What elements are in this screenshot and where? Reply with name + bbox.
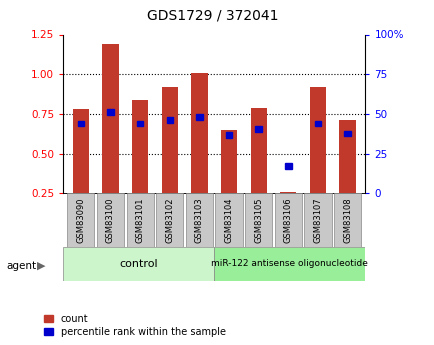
Text: GSM83101: GSM83101: [135, 197, 145, 243]
FancyBboxPatch shape: [63, 247, 214, 281]
Bar: [339, 120, 355, 193]
Bar: [314, 121, 320, 126]
Bar: [191, 73, 207, 193]
Text: miR-122 antisense oligonucleotide: miR-122 antisense oligonucleotide: [211, 259, 368, 268]
Text: GSM83103: GSM83103: [194, 197, 204, 243]
Legend: count, percentile rank within the sample: count, percentile rank within the sample: [44, 314, 225, 337]
FancyBboxPatch shape: [214, 247, 365, 281]
Text: GSM83108: GSM83108: [342, 197, 351, 243]
FancyBboxPatch shape: [126, 193, 154, 247]
Bar: [250, 108, 266, 193]
FancyBboxPatch shape: [333, 193, 360, 247]
FancyBboxPatch shape: [304, 193, 331, 247]
Text: GSM83100: GSM83100: [106, 197, 115, 243]
Bar: [132, 100, 148, 193]
FancyBboxPatch shape: [215, 193, 242, 247]
Text: GSM83107: GSM83107: [313, 197, 322, 243]
Bar: [161, 87, 178, 193]
Bar: [72, 109, 89, 193]
Bar: [166, 117, 173, 123]
Text: control: control: [119, 259, 158, 269]
Bar: [284, 164, 291, 169]
Bar: [77, 121, 84, 126]
Bar: [196, 114, 202, 120]
Text: GSM83090: GSM83090: [76, 197, 85, 243]
FancyBboxPatch shape: [185, 193, 213, 247]
Text: agent: agent: [7, 261, 36, 270]
FancyBboxPatch shape: [67, 193, 94, 247]
Text: GDS1729 / 372041: GDS1729 / 372041: [147, 9, 278, 23]
Bar: [279, 191, 296, 193]
FancyBboxPatch shape: [156, 193, 183, 247]
Bar: [309, 87, 326, 193]
Bar: [220, 130, 237, 193]
Bar: [107, 109, 114, 115]
Text: ▶: ▶: [37, 261, 46, 270]
FancyBboxPatch shape: [274, 193, 301, 247]
Bar: [225, 132, 232, 138]
Bar: [344, 131, 350, 137]
Text: GSM83105: GSM83105: [253, 197, 263, 243]
Text: GSM83104: GSM83104: [224, 197, 233, 243]
FancyBboxPatch shape: [244, 193, 272, 247]
Text: GSM83102: GSM83102: [165, 197, 174, 243]
Bar: [137, 121, 143, 126]
Bar: [102, 44, 118, 193]
FancyBboxPatch shape: [97, 193, 124, 247]
Bar: [255, 126, 261, 132]
Text: GSM83106: GSM83106: [283, 197, 292, 243]
